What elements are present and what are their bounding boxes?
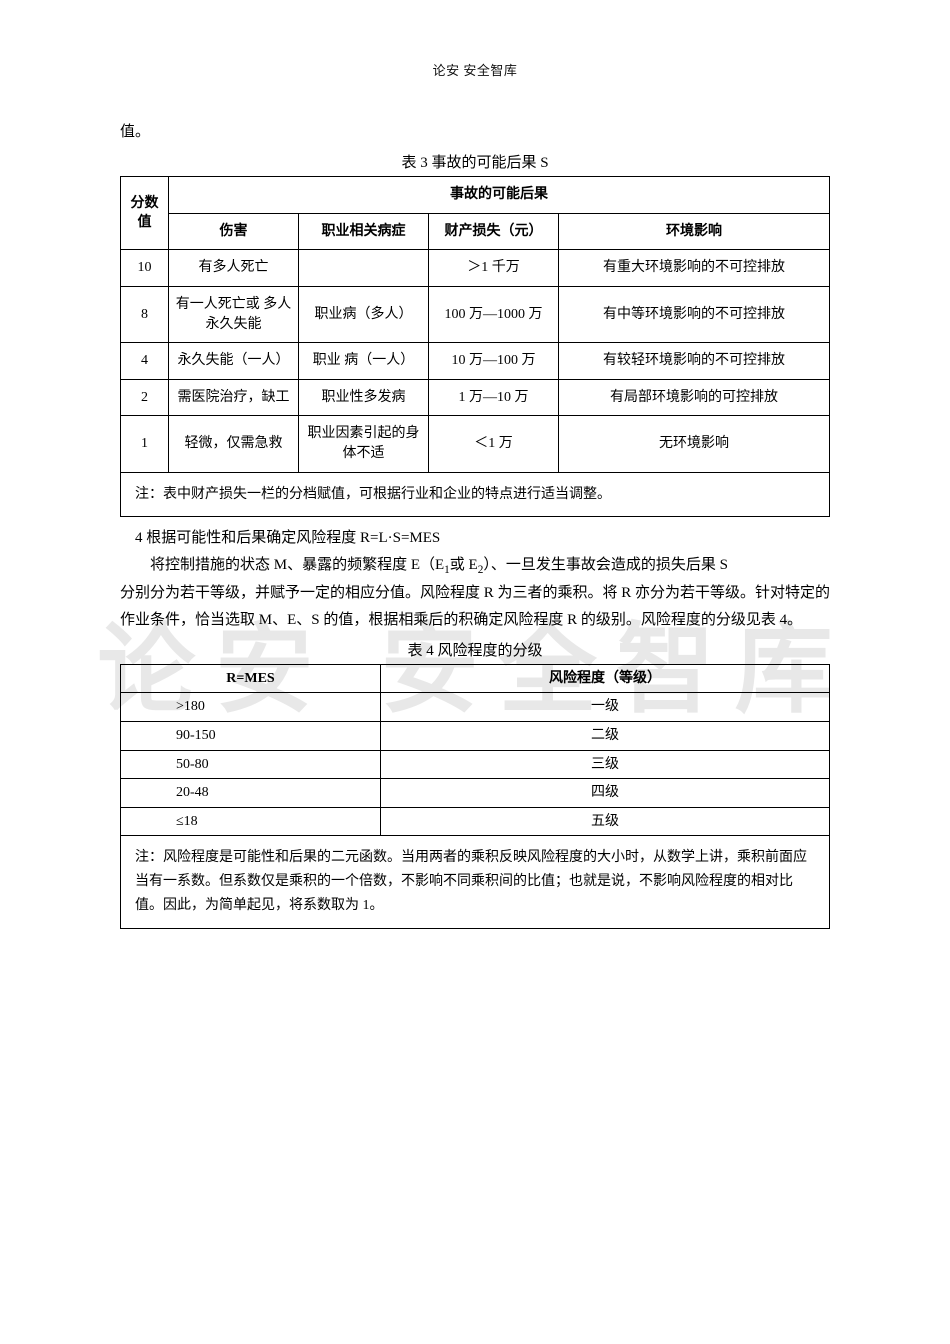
cell: 4 <box>121 343 169 380</box>
table3: 分数值 事故的可能后果 伤害 职业相关病症 财产损失（元） 环境影响 10 有多… <box>120 176 830 517</box>
cell: 有多人死亡 <box>169 250 299 287</box>
cell: 1 万—10 万 <box>429 379 559 416</box>
cell: 有较轻环境影响的不可控排放 <box>559 343 830 380</box>
th-loss: 财产损失（元） <box>429 213 559 250</box>
table-row: 8 有一人死亡或 多人永久失能 职业病（多人） 100 万—1000 万 有中等… <box>121 287 830 343</box>
th-env: 环境影响 <box>559 213 830 250</box>
table-row: 10 有多人死亡 ＞1 千万 有重大环境影响的不可控排放 <box>121 250 830 287</box>
th-disease: 职业相关病症 <box>299 213 429 250</box>
cell: 职业因素引起的身体不适 <box>299 416 429 472</box>
cell: 需医院治疗，缺工 <box>169 379 299 416</box>
table4-note: 注：风险程度是可能性和后果的二元函数。当用两者的乘积反映风险程度的大小时，从数学… <box>121 836 830 928</box>
table3-caption: 表 3 事故的可能后果 S <box>120 151 830 172</box>
cell: ＞1 千万 <box>429 250 559 287</box>
table-row: 分数值 事故的可能后果 <box>121 177 830 214</box>
cell: 三级 <box>381 750 830 779</box>
th-group: 事故的可能后果 <box>169 177 830 214</box>
page-header: 论安 安全智库 <box>120 60 830 79</box>
cell: 有局部环境影响的可控排放 <box>559 379 830 416</box>
table4-caption: 表 4 风险程度的分级 <box>120 639 830 660</box>
cell: 一级 <box>381 693 830 722</box>
cell: 20-48 <box>121 779 381 808</box>
p1c: ）、一旦发生事故会造成的损失后果 S <box>483 557 728 573</box>
cell: ＜1 万 <box>429 416 559 472</box>
cell: 轻微，仅需急救 <box>169 416 299 472</box>
table-row: 注：表中财产损失一栏的分档赋值，可根据行业和企业的特点进行适当调整。 <box>121 472 830 517</box>
cell: 10 <box>121 250 169 287</box>
section4-para2: 分别分为若干等级，并赋予一定的相应分值。风险程度 R 为三者的乘积。将 R 亦分… <box>120 580 830 633</box>
cell: 五级 <box>381 807 830 836</box>
cell <box>299 250 429 287</box>
cell: 50-80 <box>121 750 381 779</box>
cell: 有重大环境影响的不可控排放 <box>559 250 830 287</box>
cell: 无环境影响 <box>559 416 830 472</box>
cell: 职业 病（一人） <box>299 343 429 380</box>
lead-fragment: 值。 <box>120 119 830 145</box>
table-row: 90-150 二级 <box>121 722 830 751</box>
cell: 8 <box>121 287 169 343</box>
p1b: 或 E <box>450 557 478 573</box>
cell: ≤18 <box>121 807 381 836</box>
table-row: ≤18 五级 <box>121 807 830 836</box>
cell: 职业病（多人） <box>299 287 429 343</box>
table-row: R=MES 风险程度（等级） <box>121 664 830 693</box>
p1a: 将控制措施的状态 M、暴露的频繁程度 E（E <box>150 557 444 573</box>
th-r: R=MES <box>121 664 381 693</box>
section4-para1: 将控制措施的状态 M、暴露的频繁程度 E（E1或 E2）、一旦发生事故会造成的损… <box>120 552 830 581</box>
table3-note: 注：表中财产损失一栏的分档赋值，可根据行业和企业的特点进行适当调整。 <box>121 472 830 517</box>
cell: 1 <box>121 416 169 472</box>
table-row: >180 一级 <box>121 693 830 722</box>
th-level: 风险程度（等级） <box>381 664 830 693</box>
table-row: 4 永久失能（一人） 职业 病（一人） 10 万—100 万 有较轻环境影响的不… <box>121 343 830 380</box>
cell: 有中等环境影响的不可控排放 <box>559 287 830 343</box>
section4-title: 4 根据可能性和后果确定风险程度 R=L·S=MES <box>120 525 830 551</box>
cell: 100 万—1000 万 <box>429 287 559 343</box>
table-row: 20-48 四级 <box>121 779 830 808</box>
cell: 90-150 <box>121 722 381 751</box>
table4: R=MES 风险程度（等级） >180 一级 90-150 二级 50-80 三… <box>120 664 830 929</box>
table-row: 注：风险程度是可能性和后果的二元函数。当用两者的乘积反映风险程度的大小时，从数学… <box>121 836 830 928</box>
cell: 职业性多发病 <box>299 379 429 416</box>
cell: 有一人死亡或 多人永久失能 <box>169 287 299 343</box>
table-row: 2 需医院治疗，缺工 职业性多发病 1 万—10 万 有局部环境影响的可控排放 <box>121 379 830 416</box>
cell: 2 <box>121 379 169 416</box>
cell: 永久失能（一人） <box>169 343 299 380</box>
cell: 四级 <box>381 779 830 808</box>
th-score: 分数值 <box>121 177 169 250</box>
cell: >180 <box>121 693 381 722</box>
table-row: 伤害 职业相关病症 财产损失（元） 环境影响 <box>121 213 830 250</box>
table-row: 1 轻微，仅需急救 职业因素引起的身体不适 ＜1 万 无环境影响 <box>121 416 830 472</box>
table-row: 50-80 三级 <box>121 750 830 779</box>
th-harm: 伤害 <box>169 213 299 250</box>
cell: 二级 <box>381 722 830 751</box>
cell: 10 万—100 万 <box>429 343 559 380</box>
